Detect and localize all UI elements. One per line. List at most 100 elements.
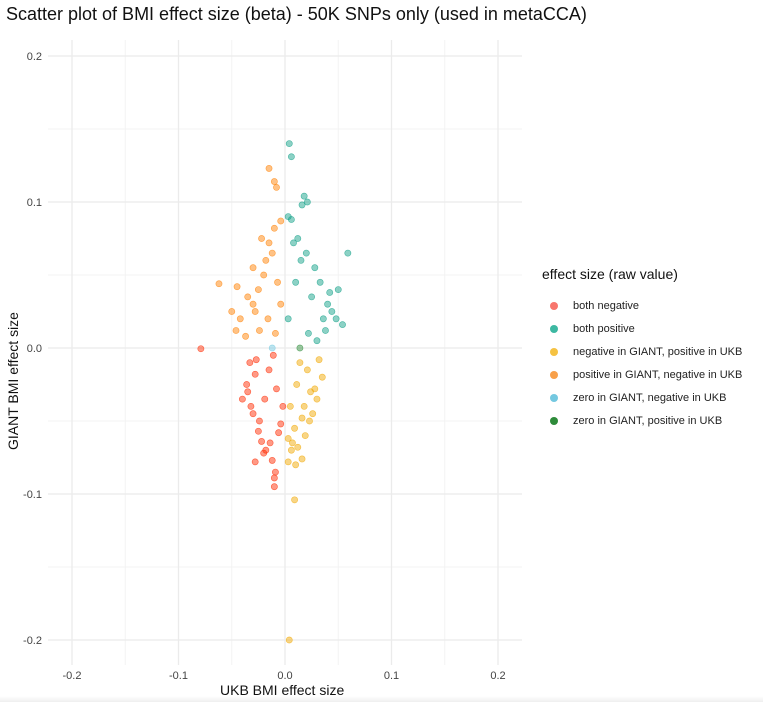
data-point: [265, 366, 273, 374]
data-point: [313, 395, 321, 403]
data-point: [251, 308, 259, 315]
data-point: [289, 439, 296, 447]
data-point: [274, 278, 281, 286]
y-tick-label: -0.1: [23, 489, 42, 501]
data-point: [256, 417, 263, 425]
data-point: [285, 140, 293, 147]
legend: effect size (raw value) both negative bot…: [542, 266, 762, 432]
data-point: [270, 178, 278, 185]
legend-swatch: [550, 347, 558, 356]
data-point: [303, 366, 311, 374]
legend-item: positive in GIANT, negative in UKB: [542, 363, 762, 386]
data-point: [296, 344, 304, 352]
data-point: [249, 264, 257, 272]
data-point: [296, 359, 304, 366]
legend-label: zero in GIANT, negative in UKB: [573, 391, 727, 404]
data-point: [287, 153, 295, 161]
data-point: [265, 165, 273, 172]
data-point: [273, 183, 280, 191]
data-point: [264, 315, 272, 323]
data-point: [268, 457, 276, 464]
data-point: [270, 474, 278, 482]
data-point: [275, 429, 283, 437]
data-point: [268, 249, 276, 257]
legend-title: effect size (raw value): [542, 266, 678, 282]
data-point: [261, 395, 269, 403]
legend-label: both negative: [573, 299, 640, 312]
data-point: [326, 289, 334, 296]
y-tick-label: 0.0: [27, 343, 42, 355]
data-point: [246, 359, 254, 366]
data-point: [316, 278, 324, 286]
data-point: [272, 329, 279, 337]
data-point: [334, 286, 342, 293]
data-point: [247, 402, 255, 410]
legend-item: both negative: [542, 294, 762, 317]
legend-label: negative in GIANT, positive in UKB: [573, 345, 743, 358]
bottom-fade: [0, 696, 763, 702]
data-point: [228, 308, 236, 315]
data-point: [269, 351, 277, 359]
data-point: [285, 636, 293, 644]
data-point: [238, 395, 246, 403]
data-point: [293, 381, 301, 388]
y-axis-title: GIANT BMI effect size: [5, 312, 21, 450]
data-point: [277, 300, 285, 308]
data-point: [243, 381, 251, 388]
legend-item: zero in GIANT, positive in UKB: [542, 409, 762, 432]
legend-swatch: [550, 301, 558, 310]
data-point: [292, 461, 300, 469]
data-point: [308, 293, 316, 301]
data-point: [251, 370, 259, 378]
data-point: [273, 385, 280, 393]
data-point: [300, 402, 308, 410]
data-point: [277, 217, 285, 225]
data-point: [270, 224, 278, 232]
data-point: [298, 455, 306, 463]
data-point: [215, 280, 223, 288]
data-point: [236, 315, 244, 323]
grid-lines: [48, 40, 522, 665]
data-point: [232, 327, 240, 334]
data-point: [284, 315, 292, 323]
data-point: [258, 235, 265, 242]
data-point: [344, 249, 352, 257]
data-point: [260, 449, 268, 457]
data-point: [324, 300, 331, 308]
data-point: [318, 373, 326, 381]
data-point: [311, 385, 319, 393]
data-point: [251, 458, 259, 466]
x-tick-label: 0.2: [490, 670, 505, 682]
x-tick-label: 0.0: [277, 670, 292, 682]
data-point: [249, 410, 257, 418]
data-point: [319, 315, 327, 323]
data-point: [305, 329, 312, 337]
data-point: [300, 192, 308, 200]
data-point: [272, 468, 279, 476]
data-points: [197, 140, 352, 644]
data-point: [266, 439, 274, 447]
legend-label: both positive: [573, 322, 635, 335]
legend-swatch: [550, 393, 558, 402]
data-point: [258, 438, 265, 445]
legend-item: zero in GIANT, negative in UKB: [542, 386, 762, 409]
data-point: [254, 427, 262, 435]
data-point: [270, 483, 278, 491]
data-point: [313, 337, 321, 345]
data-point: [306, 417, 313, 425]
legend-label: positive in GIANT, negative in UKB: [573, 368, 743, 381]
data-point: [287, 216, 295, 223]
data-point: [287, 446, 295, 454]
legend-swatch: [550, 324, 558, 333]
data-point: [297, 256, 305, 264]
chart-title: Scatter plot of BMI effect size (beta) -…: [6, 4, 587, 24]
data-point: [328, 308, 336, 315]
data-point: [233, 283, 241, 291]
data-point: [284, 435, 292, 442]
data-point: [244, 293, 252, 301]
data-point: [332, 315, 340, 323]
y-tick-label: -0.2: [23, 635, 42, 647]
legend-items: both negative both positive negative in GI…: [542, 294, 762, 432]
data-point: [339, 321, 346, 329]
